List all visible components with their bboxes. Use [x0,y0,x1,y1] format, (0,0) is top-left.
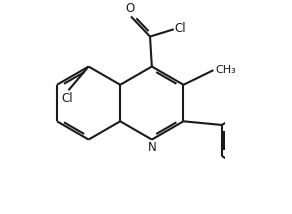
Text: N: N [148,141,157,154]
Text: O: O [126,3,135,15]
Text: Cl: Cl [62,92,73,105]
Text: Cl: Cl [175,22,186,35]
Text: CH₃: CH₃ [215,65,236,74]
